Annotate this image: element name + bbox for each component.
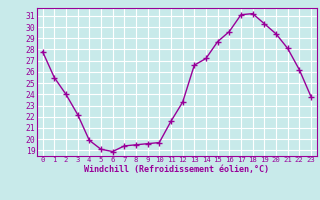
X-axis label: Windchill (Refroidissement éolien,°C): Windchill (Refroidissement éolien,°C) — [84, 165, 269, 174]
